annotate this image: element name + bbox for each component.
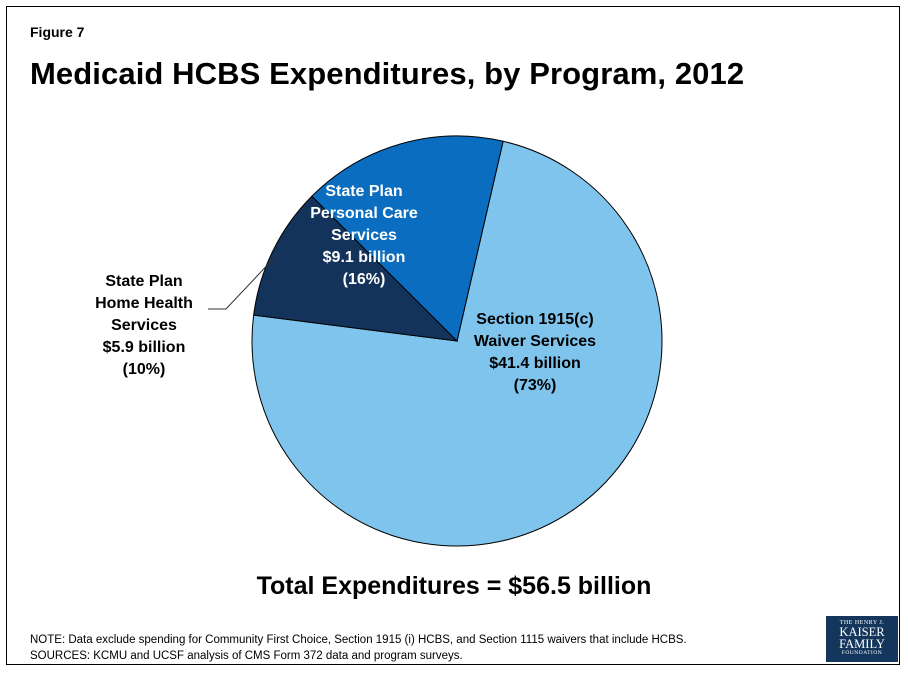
slice-label-line: State Plan	[105, 273, 182, 290]
slice-label-line: (16%)	[343, 271, 386, 288]
footnotes: NOTE: Data exclude spending for Communit…	[30, 632, 687, 664]
slice-label-line: Services	[331, 227, 397, 244]
logo-line: KAISER	[839, 625, 885, 639]
slice-label-line: Home Health	[95, 295, 193, 312]
slice-label-line: Services	[111, 317, 177, 334]
slice-label-waiver: Section 1915(c) Waiver Services $41.4 bill…	[474, 311, 596, 394]
slice-label-personal-care: State Plan Personal Care Services $9.1 bill…	[310, 183, 418, 288]
slice-label-home-health: State Plan Home Health Services $5.9 billio…	[95, 273, 193, 378]
logo-line: FOUNDATION	[841, 650, 883, 656]
sources-line: SOURCES: KCMU and UCSF analysis of CMS F…	[30, 650, 463, 662]
slice-label-line: (10%)	[123, 361, 166, 378]
figure-label: Figure 7	[30, 24, 85, 40]
slice-label-line: State Plan	[325, 183, 402, 200]
slice-label-line: Waiver Services	[474, 333, 596, 350]
slice-label-line: Section 1915(c)	[476, 311, 593, 328]
kff-logo: THE HENRY J. KAISER FAMILY FOUNDATION	[826, 616, 898, 662]
logo-line: THE HENRY J.	[839, 620, 885, 626]
pie-slice-home-health	[253, 195, 459, 342]
pie-slice-personal-care	[311, 135, 504, 342]
logo-line: FAMILY	[839, 637, 885, 651]
slice-label-line: $9.1 billion	[323, 249, 406, 266]
slice-label-line: (73%)	[514, 377, 557, 394]
slice-label-line: $5.9 billion	[103, 339, 186, 356]
slice-label-line: $41.4 billion	[489, 355, 581, 372]
note-line: NOTE: Data exclude spending for Communit…	[30, 634, 687, 646]
total-expenditures: Total Expenditures = $56.5 billion	[256, 572, 652, 600]
chart-title: Medicaid HCBS Expenditures, by Program, …	[30, 56, 745, 91]
pie-slice-waiver	[251, 140, 663, 547]
slice-label-line: Personal Care	[310, 205, 418, 222]
leader-line	[208, 253, 279, 310]
